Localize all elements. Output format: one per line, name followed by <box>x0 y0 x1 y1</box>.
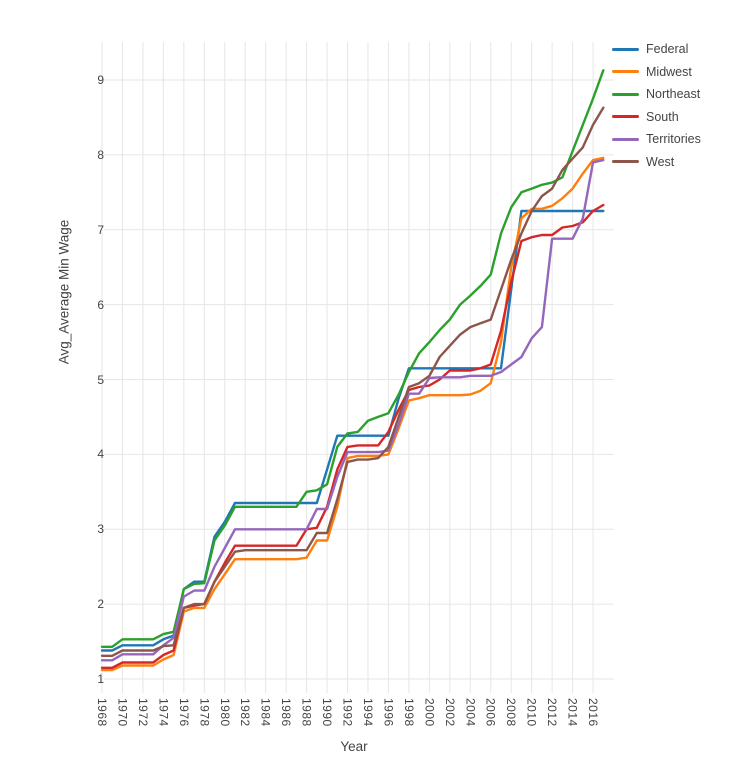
series-line-midwest <box>100 156 605 672</box>
x-tick-label: 1990 <box>320 698 335 727</box>
legend-item-west[interactable]: West <box>612 154 701 170</box>
x-tick-label: 1982 <box>238 698 253 727</box>
series-line-territories <box>100 158 605 662</box>
x-tick-label: 1998 <box>401 698 416 727</box>
y-tick-label: 9 <box>97 73 104 87</box>
x-tick-label: 1978 <box>197 698 212 727</box>
legend-line-swatch <box>612 92 639 96</box>
legend-line-swatch <box>612 160 639 163</box>
x-tick-label: 1970 <box>115 698 130 727</box>
legend-item-northeast[interactable]: Northeast <box>612 86 701 102</box>
x-tick-label: 1996 <box>381 698 396 727</box>
x-tick-label: 1992 <box>340 698 355 727</box>
y-tick-label: 7 <box>97 222 104 237</box>
y-tick-label: 5 <box>97 372 104 387</box>
x-tick-label: 2012 <box>545 698 560 727</box>
x-tick-label: 2000 <box>422 698 437 727</box>
x-tick-label: 2010 <box>524 698 539 727</box>
y-tick-label: 6 <box>97 297 104 312</box>
x-tick-label: 2008 <box>504 698 519 727</box>
x-tick-label: 1974 <box>156 698 171 727</box>
legend-line-swatch <box>612 137 639 141</box>
x-tick-label: 1994 <box>360 698 375 727</box>
series-line-west <box>100 106 605 657</box>
y-tick-label: 4 <box>97 447 104 462</box>
x-tick-label: 1976 <box>176 698 191 727</box>
series-line-northeast <box>100 69 605 648</box>
x-tick-label: 1986 <box>279 698 294 727</box>
y-axis-title: Avg_Average Min Wage <box>56 219 72 365</box>
legend: Federal Midwest Northeast South Territories W… <box>612 41 701 176</box>
legend-item-south[interactable]: South <box>612 109 701 125</box>
x-tick-label: 2002 <box>442 698 457 727</box>
legend-item-midwest[interactable]: Midwest <box>612 64 701 80</box>
legend-label: South <box>646 109 679 124</box>
legend-item-territories[interactable]: Territories <box>612 131 701 147</box>
legend-item-federal[interactable]: Federal <box>612 41 701 57</box>
x-tick-label: 1972 <box>135 698 150 727</box>
x-axis-title: Year <box>340 739 368 754</box>
x-tick-label: 2014 <box>565 698 580 727</box>
legend-line-swatch <box>612 70 639 73</box>
x-tick-label: 1988 <box>299 698 314 727</box>
legend-label: West <box>646 154 675 169</box>
legend-label: Federal <box>646 42 689 56</box>
x-tick-label: 1984 <box>258 698 273 727</box>
legend-label: Territories <box>646 132 701 146</box>
y-tick-label: 1 <box>97 672 104 686</box>
x-tick-label: 1968 <box>95 698 109 727</box>
x-tick-label: 1980 <box>217 698 232 727</box>
legend-label: Northeast <box>646 87 701 101</box>
legend-line-swatch <box>612 115 639 118</box>
x-tick-label: 2004 <box>463 698 478 727</box>
y-tick-label: 2 <box>97 597 104 612</box>
y-tick-label: 8 <box>97 147 104 162</box>
series-line-federal <box>100 209 605 652</box>
legend-line-swatch <box>612 47 639 51</box>
x-tick-label: 2016 <box>586 698 601 727</box>
legend-label: Midwest <box>646 64 692 79</box>
x-tick-label: 2006 <box>483 698 498 727</box>
y-tick-label: 3 <box>97 522 104 537</box>
